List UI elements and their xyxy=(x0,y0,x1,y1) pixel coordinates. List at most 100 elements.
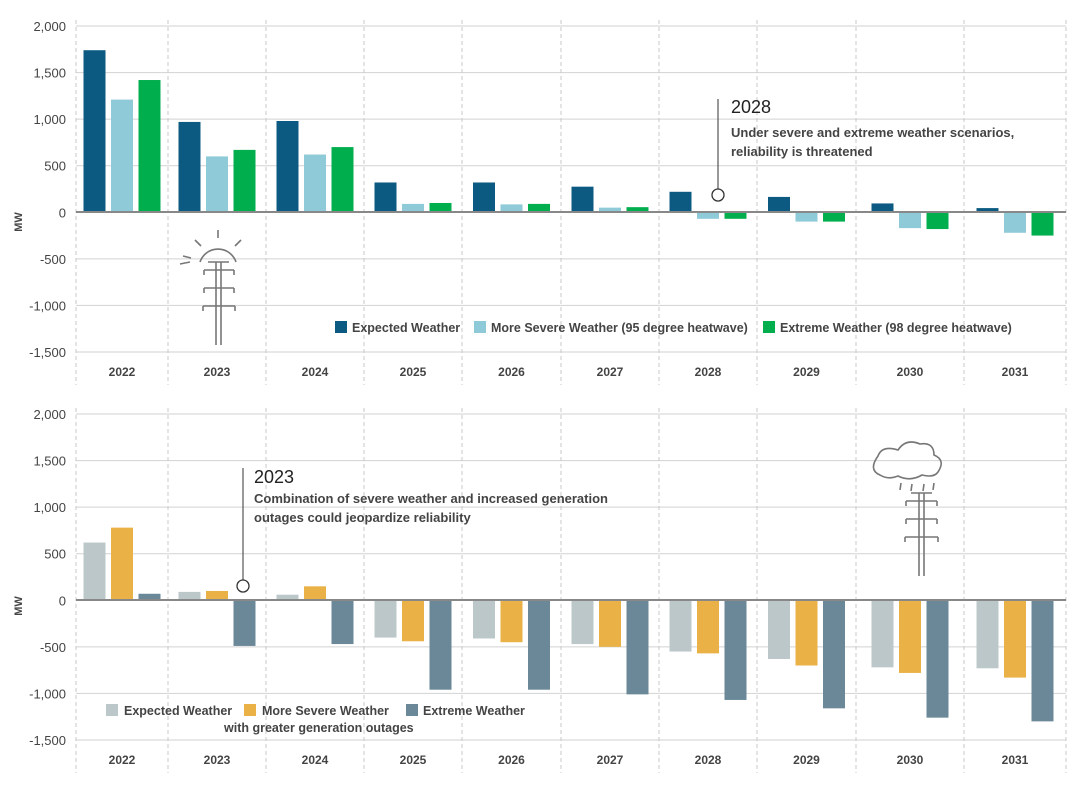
bar xyxy=(626,600,649,695)
bar xyxy=(768,600,790,659)
bar xyxy=(138,80,161,213)
y-tick-label: 2,000 xyxy=(33,407,66,422)
y-tick-label: 1,000 xyxy=(33,500,66,515)
y-axis-label: MW xyxy=(13,212,25,232)
x-tick-label: 2026 xyxy=(498,365,525,379)
x-tick-label: 2025 xyxy=(400,365,427,379)
bar xyxy=(402,600,424,642)
legend-label-expected: Expected Weather xyxy=(124,704,232,718)
legend-swatch-more-severe xyxy=(474,321,486,333)
legend: Expected Weather More Severe Weather wit… xyxy=(106,704,525,735)
bar xyxy=(669,600,692,652)
bar xyxy=(599,207,621,213)
heatwave-tower-icon xyxy=(179,230,242,345)
legend-swatch-expected xyxy=(106,704,118,716)
bar xyxy=(976,600,999,669)
y-tick-label: -1,000 xyxy=(29,298,66,313)
bar xyxy=(331,600,354,645)
y-tick-label: 2,000 xyxy=(33,19,66,34)
bar xyxy=(473,600,495,639)
bar xyxy=(768,196,790,213)
y-tick-label: 0 xyxy=(59,205,66,220)
bar xyxy=(331,147,354,213)
bar xyxy=(823,600,845,709)
bar xyxy=(626,207,649,213)
bar xyxy=(429,600,452,690)
y-tick-label: -1,500 xyxy=(29,733,66,748)
annotation-2023: 2023 Combination of severe weather and i… xyxy=(236,467,608,593)
y-tick-label: 1,000 xyxy=(33,112,66,127)
bar xyxy=(111,527,133,601)
chart-top: 2,000 1,500 1,000 500 0 -500 -1,000 -1,500 MW 2… xyxy=(13,19,1067,385)
bar xyxy=(276,594,299,601)
bar xyxy=(528,600,550,690)
bar xyxy=(138,593,161,601)
x-tick-labels: 2022 2023 2024 2025 2026 2027 2028 2029 2030 2031 xyxy=(109,753,1029,767)
y-tick-label: -1,000 xyxy=(29,686,66,701)
x-tick-label: 2024 xyxy=(302,753,329,767)
bar xyxy=(697,600,719,654)
bar xyxy=(83,50,106,213)
annotation-line-2: outages could jeopardize reliability xyxy=(254,510,471,525)
bar xyxy=(1004,600,1026,678)
year-separators xyxy=(75,20,1067,385)
x-tick-label: 2027 xyxy=(597,753,624,767)
bar xyxy=(111,99,133,213)
x-tick-label: 2022 xyxy=(109,365,136,379)
y-tick-label: 1,500 xyxy=(33,454,66,469)
y-tick-label: 1,500 xyxy=(33,66,66,81)
bar xyxy=(823,212,845,222)
legend-swatch-more-severe xyxy=(244,704,256,716)
year-separators xyxy=(75,408,1067,773)
annotation-line-2: reliability is threatened xyxy=(731,144,873,159)
bar xyxy=(276,121,299,213)
annotation-line-1: Under severe and extreme weather scenari… xyxy=(731,125,1014,140)
y-axis-label: MW xyxy=(13,596,25,616)
bar xyxy=(374,182,397,213)
legend-swatch-expected xyxy=(335,321,347,333)
bar xyxy=(374,600,397,638)
y-tick-label: -500 xyxy=(40,252,66,267)
bar xyxy=(871,600,894,668)
x-tick-label: 2031 xyxy=(1002,753,1029,767)
bar xyxy=(1031,212,1054,236)
x-tick-label: 2026 xyxy=(498,753,525,767)
bar xyxy=(233,149,256,213)
y-tick-label: 500 xyxy=(44,159,66,174)
x-tick-labels: 2022 2023 2024 2025 2026 2027 2028 2029 2030 2031 xyxy=(109,365,1029,379)
annotation-year: 2023 xyxy=(254,467,294,487)
bar xyxy=(178,591,201,601)
x-tick-label: 2022 xyxy=(109,753,136,767)
chart-bottom: 2,000 1,500 1,000 500 0 -500 -1,000 -1,500 MW 2… xyxy=(13,407,1067,773)
bar xyxy=(206,590,228,601)
bar xyxy=(976,208,999,213)
x-tick-label: 2029 xyxy=(793,365,820,379)
bars xyxy=(83,50,1054,236)
bar xyxy=(304,154,326,213)
bar xyxy=(899,212,921,229)
bar xyxy=(724,212,747,219)
x-tick-label: 2023 xyxy=(204,753,231,767)
bar xyxy=(926,600,949,718)
bar xyxy=(795,212,818,222)
x-tick-label: 2031 xyxy=(1002,365,1029,379)
bar xyxy=(1004,212,1026,233)
x-tick-label: 2027 xyxy=(597,365,624,379)
legend-label-more-severe-sub: with greater generation outages xyxy=(223,721,414,735)
legend-label-extreme: Extreme Weather (98 degree heatwave) xyxy=(780,321,1012,335)
bar xyxy=(473,182,495,213)
bar xyxy=(500,204,523,213)
x-tick-label: 2030 xyxy=(897,753,924,767)
bar xyxy=(871,203,894,213)
bar xyxy=(1031,600,1054,722)
bar xyxy=(697,212,719,219)
legend-label-expected: Expected Weather xyxy=(352,321,460,335)
bar xyxy=(500,600,523,643)
annotation-2028: 2028 Under severe and extreme weather sc… xyxy=(711,97,1014,202)
x-tick-label: 2023 xyxy=(204,365,231,379)
y-tick-labels: 2,000 1,500 1,000 500 0 -500 -1,000 -1,500 xyxy=(29,19,66,360)
bar xyxy=(571,600,594,645)
y-tick-labels: 2,000 1,500 1,000 500 0 -500 -1,000 -1,500 xyxy=(29,407,66,748)
x-tick-label: 2028 xyxy=(695,365,722,379)
